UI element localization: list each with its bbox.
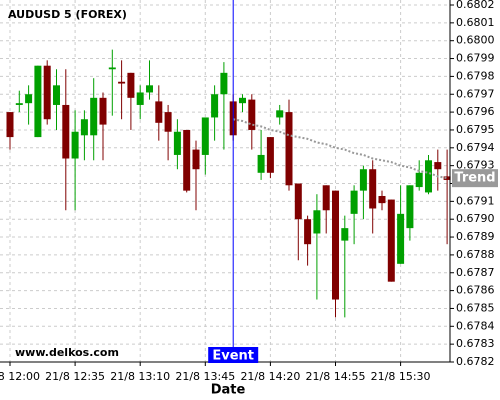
candle-body [136, 92, 144, 105]
y-tick-label: 0.6790 [456, 212, 495, 225]
candle-body [25, 94, 33, 104]
y-tick-label: 0.6786 [456, 284, 495, 297]
candle-body [322, 185, 330, 211]
y-tick-label: 0.6785 [456, 301, 495, 314]
candle-body [294, 183, 302, 220]
y-tick-label: 0.6797 [456, 87, 495, 100]
candle-body [201, 117, 209, 155]
candle-body [266, 137, 274, 173]
y-tick-label: 0.6782 [456, 355, 495, 368]
y-tick-label: 0.6789 [456, 230, 495, 243]
trend-label-box [452, 169, 498, 188]
candle-body [359, 169, 367, 191]
x-tick-label: 21/8 12:35 [45, 370, 105, 383]
trend-label: Trend [454, 171, 495, 186]
candle-body [53, 85, 60, 105]
candle-body [257, 154, 265, 173]
candle-body [332, 190, 339, 300]
y-tick-label: 0.6800 [456, 34, 495, 47]
chart-title: AUDUSD 5 (FOREX) [8, 8, 127, 21]
y-tick-label: 0.6787 [456, 266, 495, 279]
x-tick-label: 21/8 13:45 [175, 370, 235, 383]
candle-body [173, 131, 181, 155]
candle-body [443, 176, 451, 180]
candle-body [155, 101, 163, 123]
candle-body [90, 97, 98, 136]
candle-body [425, 160, 432, 193]
x-tick-label: 21/8 12:00 [0, 370, 40, 383]
x-axis-label: Date [211, 383, 246, 398]
y-tick-label: 0.6795 [456, 123, 495, 136]
y-tick-label: 0.6793 [456, 159, 495, 172]
candle-body [397, 213, 405, 264]
candle-body [406, 185, 414, 229]
candle-body [108, 67, 116, 70]
y-tick-label: 0.6788 [456, 248, 495, 261]
y-tick-label: 0.6801 [456, 16, 495, 29]
candle-body [192, 149, 200, 170]
y-tick-label: 0.6798 [456, 69, 495, 82]
x-tick-label: 21/8 15:30 [371, 370, 431, 383]
trend-line [233, 118, 448, 180]
candle-body [341, 228, 349, 241]
candle-body [220, 72, 228, 95]
y-tick-label: 0.6784 [456, 319, 495, 332]
candle-body [313, 210, 321, 234]
candle-body [80, 119, 88, 136]
event-label-box [208, 347, 259, 363]
x-tick-label: 21/8 14:20 [240, 370, 300, 383]
x-tick-label: 21/8 13:10 [110, 370, 170, 383]
y-tick-label: 0.6796 [456, 105, 495, 118]
candle-body [285, 112, 293, 186]
candle-body [183, 129, 191, 191]
candle-body [164, 112, 172, 132]
y-tick-label: 0.6802 [456, 0, 495, 11]
candle-body [146, 85, 153, 93]
candle-body [34, 65, 42, 138]
candle-body [276, 110, 284, 118]
y-tick-label: 0.6783 [456, 337, 495, 350]
watermark: www.delkos.com [15, 346, 119, 359]
candle-body [43, 65, 51, 120]
y-tick-label: 0.6791 [456, 194, 495, 207]
candle-body [127, 72, 135, 98]
x-tick-label: 21/8 14:55 [306, 370, 366, 383]
candle-body [6, 112, 14, 138]
candle-body [369, 169, 377, 209]
candle-body [350, 190, 358, 214]
candle-body [118, 81, 126, 84]
candle-body [415, 172, 423, 188]
event-label: Event [212, 349, 254, 364]
candle-body [304, 219, 312, 245]
candle-body [378, 195, 386, 204]
candle-body [71, 131, 79, 159]
candle-body [62, 104, 70, 159]
candle-body [248, 99, 256, 130]
candle-body [99, 97, 107, 125]
candle-body [211, 94, 219, 118]
y-tick-label: 0.6794 [456, 141, 495, 154]
y-tick-label: 0.6799 [456, 52, 495, 65]
candle-body [387, 199, 395, 282]
candle-body [15, 103, 23, 105]
candle-body [434, 162, 442, 170]
candle-body [239, 97, 246, 104]
